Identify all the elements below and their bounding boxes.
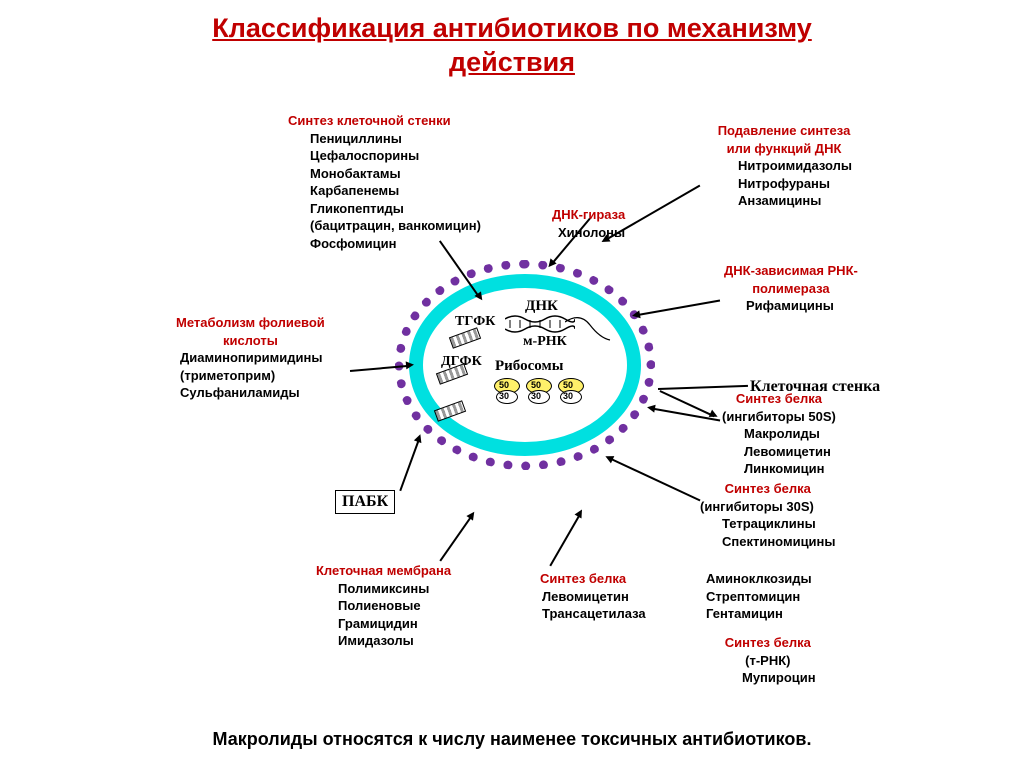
items-list: Диаминопиримидины(триметоприм)Сульфанила… xyxy=(176,349,325,402)
items-list: ПенициллиныЦефалоспориныМонобактамыКарба… xyxy=(288,130,481,253)
list-item: Полимиксины xyxy=(338,580,451,598)
block-folate-metabolism: Метаболизм фолиевой кислоты Диаминопирим… xyxy=(176,314,325,402)
block-cell-wall-synthesis: Синтез клеточной стенки ПенициллиныЦефал… xyxy=(288,112,481,252)
tgfk-label: ТГФК xyxy=(455,314,495,330)
items-list: ТетрациклиныСпектиномицины xyxy=(700,515,836,550)
items-list: ЛевомицетинТрансацетилаза xyxy=(540,588,646,623)
title-line-2: действия xyxy=(449,47,575,77)
list-item: Фосфомицин xyxy=(310,235,481,253)
block-protein-50s: Синтез белка (ингибиторы 50S) МакролидыЛ… xyxy=(722,390,836,478)
list-item: Диаминопиримидины xyxy=(180,349,325,367)
list-item: Трансацетилаза xyxy=(542,605,646,623)
list-item: Аминоклкозиды xyxy=(706,570,812,588)
arrow-head-icon xyxy=(632,310,641,319)
dna-label: ДНК xyxy=(525,298,558,315)
arrow-head-icon xyxy=(646,403,655,412)
list-item: Грамицидин xyxy=(338,615,451,633)
mrna-label: м-РНК xyxy=(523,334,567,350)
block-protein-center: Синтез белка ЛевомицетинТрансацетилаза xyxy=(540,570,646,623)
items-list: ПолимиксиныПолиеновыеГрамицидинИмидазолы xyxy=(316,580,451,650)
list-item: Пенициллины xyxy=(310,130,481,148)
list-item: Гентамицин xyxy=(706,605,812,623)
list-item: (бацитрацин, ванкомицин) xyxy=(310,217,481,235)
ribosome-icon: 50 30 xyxy=(493,380,521,404)
bacterial-cell-diagram: ДНК м-РНК ТГФК ДГФК Рибосомы 50 30 50 30… xyxy=(395,260,655,470)
block-protein-amino: АминоклкозидыСтрептомицинГентамицин xyxy=(706,570,812,623)
list-item: Имидазолы xyxy=(338,632,451,650)
list-item: Рифамицины xyxy=(746,297,858,315)
pabk-label: ПАБК xyxy=(335,490,395,514)
list-item: Линкомицин xyxy=(744,460,836,478)
page-title: Классификация антибиотиков по механизму … xyxy=(0,0,1024,80)
list-item: Нитрофураны xyxy=(738,175,852,193)
items-list: НитроимидазолыНитрофураныАнзамицины xyxy=(716,157,852,210)
title-line-1: Классификация антибиотиков по механизму xyxy=(212,13,812,43)
list-item: Спектиномицины xyxy=(722,533,836,551)
ribosome-icon: 50 30 xyxy=(525,380,553,404)
arrow-line xyxy=(439,515,472,561)
items-list: Рифамицины xyxy=(724,297,858,315)
mrna-strand-icon xyxy=(565,310,615,350)
block-rna-polymerase: ДНК-зависимая РНК- полимераза Рифамицины xyxy=(724,262,858,315)
block-protein-30s: Синтез белка (ингибиторы 30S) Тетрацикли… xyxy=(700,480,836,550)
list-item: Стрептомицин xyxy=(706,588,812,606)
list-item: Цефалоспорины xyxy=(310,147,481,165)
list-item: Монобактамы xyxy=(310,165,481,183)
list-item: Хинолоны xyxy=(558,224,625,242)
list-item: Полиеновые xyxy=(338,597,451,615)
dgfk-label: ДГФК xyxy=(441,354,482,370)
list-item: Левомицетин xyxy=(744,443,836,461)
arrow-line xyxy=(660,390,715,417)
items-list: Хинолоны xyxy=(552,224,625,242)
block-cell-membrane: Клеточная мембрана ПолимиксиныПолиеновые… xyxy=(316,562,451,650)
cell-wall-pointer xyxy=(658,385,748,390)
footer-note: Макролиды относятся к числу наименее ток… xyxy=(0,729,1024,750)
list-item: Гликопептиды xyxy=(310,200,481,218)
arrow-head-icon xyxy=(405,360,414,369)
list-item: Макролиды xyxy=(744,425,836,443)
arrow-line xyxy=(549,513,580,566)
items-list: Мупироцин xyxy=(720,669,816,687)
ribosome-icon: 50 30 xyxy=(557,380,585,404)
items-list: АминоклкозидыСтрептомицинГентамицин xyxy=(706,570,812,623)
block-protein-trna: Синтез белка (т-РНК) Мупироцин xyxy=(720,634,816,687)
list-item: Анзамицины xyxy=(738,192,852,210)
list-item: Нитроимидазолы xyxy=(738,157,852,175)
list-item: Мупироцин xyxy=(742,669,816,687)
list-item: Карбапенемы xyxy=(310,182,481,200)
items-list: МакролидыЛевомицетинЛинкомицин xyxy=(722,425,836,478)
list-item: (триметоприм) xyxy=(180,367,325,385)
list-item: Тетрациклины xyxy=(722,515,836,533)
list-item: Левомицетин xyxy=(542,588,646,606)
list-item: Сульфаниламиды xyxy=(180,384,325,402)
ribosomes-label: Рибосомы xyxy=(495,358,563,375)
block-dna-suppression: Подавление синтеза или функций ДНК Нитро… xyxy=(716,122,852,210)
